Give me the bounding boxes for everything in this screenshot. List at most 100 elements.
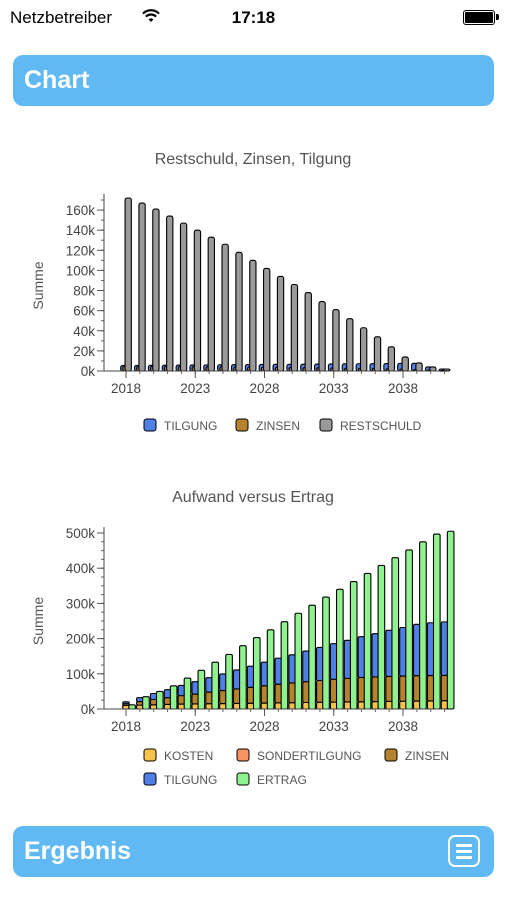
y-tick-label: 20k xyxy=(73,344,95,359)
bar-ertrag xyxy=(142,696,150,710)
bar-ertrag xyxy=(446,530,455,710)
bar-restschuld xyxy=(276,275,285,372)
bar-ertrag xyxy=(432,533,441,710)
x-tick-label: 2023 xyxy=(180,381,210,396)
x-tick-label: 2028 xyxy=(249,719,279,734)
x-tick-label: 2038 xyxy=(388,719,418,734)
bar-restschuld xyxy=(179,222,188,372)
legend-swatch xyxy=(319,418,333,432)
clock: 17:18 xyxy=(231,8,276,27)
chart-section-header[interactable]: Chart xyxy=(13,55,494,106)
legend-swatch xyxy=(236,748,250,762)
battery-tip xyxy=(496,14,499,20)
bar-restschuld xyxy=(263,267,271,372)
bar-restschuld xyxy=(304,291,312,372)
y-tick-label: 100k xyxy=(66,667,96,682)
bar-restschuld xyxy=(124,197,132,372)
battery-icon xyxy=(463,10,495,25)
y-tick-label: 60k xyxy=(73,304,95,319)
bar-ertrag xyxy=(252,636,261,710)
bar-ertrag xyxy=(280,621,289,710)
bar-restschuld xyxy=(221,243,229,372)
legend-swatch xyxy=(143,772,157,786)
bar-ertrag xyxy=(211,661,220,710)
result-section-header[interactable]: Ergebnis xyxy=(13,826,494,877)
bar-restschuld xyxy=(387,346,396,372)
y-axis-label: Summe xyxy=(30,597,46,645)
bar-restschuld xyxy=(235,251,243,372)
legend-label: ZINSEN xyxy=(256,419,300,433)
restschuld-chart: Restschuld, Zinsen, Tilgung Summe 0k 20k 40k… xyxy=(30,151,451,433)
y-tick-label: 80k xyxy=(73,284,95,299)
legend-swatch xyxy=(236,772,250,786)
x-tick-label: 2018 xyxy=(111,381,141,396)
bar-restschuld xyxy=(207,236,215,372)
bar-ertrag xyxy=(128,704,136,710)
legend-swatch xyxy=(384,748,398,762)
bar-ertrag xyxy=(322,596,330,710)
bar-restschuld xyxy=(443,368,451,372)
bar-restschuld xyxy=(249,259,257,372)
bar-ertrag xyxy=(183,677,192,710)
bar-ertrag xyxy=(335,588,344,710)
legend-label: TILGUNG xyxy=(164,773,217,787)
bar-ertrag xyxy=(225,653,233,710)
list-menu-button[interactable] xyxy=(448,835,480,867)
bar-ertrag xyxy=(197,669,206,710)
bar-tilgung xyxy=(122,701,130,705)
y-tick-label: 0k xyxy=(81,364,96,379)
x-tick-label: 2038 xyxy=(388,381,418,396)
bar-restschuld xyxy=(429,366,437,372)
y-tick-label: 160k xyxy=(66,203,96,218)
bar-ertrag xyxy=(155,690,164,710)
bar-restschuld xyxy=(290,283,299,372)
bar-ertrag xyxy=(391,557,400,710)
y-tick-label: 200k xyxy=(66,632,96,647)
y-tick-label: 400k xyxy=(66,561,96,576)
x-tick-label: 2033 xyxy=(319,381,349,396)
y-tick-label: 120k xyxy=(66,243,96,258)
legend-swatch xyxy=(143,748,157,762)
legend-label: SONDERTILGUNG xyxy=(257,749,361,763)
y-tick-label: 300k xyxy=(66,596,96,611)
bar-restschuld xyxy=(138,202,146,372)
bar-ertrag xyxy=(308,604,317,710)
legend-swatch xyxy=(143,418,157,432)
chart-section-title: Chart xyxy=(24,66,90,94)
bar-ertrag xyxy=(294,612,303,710)
result-section-title: Ergebnis xyxy=(24,837,131,865)
legend-label: ERTRAG xyxy=(257,773,307,787)
x-tick-label: 2033 xyxy=(319,719,349,734)
bar-restschuld xyxy=(193,229,202,372)
legend-label: ZINSEN xyxy=(405,749,449,763)
bar-restschuld xyxy=(318,301,326,372)
bar-ertrag xyxy=(363,572,372,710)
legend-swatch xyxy=(235,418,249,432)
bar-restschuld xyxy=(359,327,368,372)
y-tick-label: 500k xyxy=(66,526,96,541)
bar-restschuld xyxy=(415,362,423,372)
bar-ertrag xyxy=(169,685,178,710)
bar-restschuld xyxy=(332,309,340,372)
x-tick-label: 2023 xyxy=(180,719,210,734)
aufwand-ertrag-chart: Aufwand versus Ertrag Summe 0k 100k 200k 300k… xyxy=(30,489,455,787)
bar-ertrag xyxy=(419,541,427,710)
y-tick-label: 0k xyxy=(81,702,96,717)
status-bar: Netzbetreiber 17:18 xyxy=(0,0,507,36)
bar-ertrag xyxy=(349,581,358,710)
legend-label: RESTSCHULD xyxy=(340,419,422,433)
bar-restschuld xyxy=(373,336,382,372)
chart-title: Aufwand versus Ertrag xyxy=(172,489,334,506)
y-tick-label: 140k xyxy=(66,223,96,238)
x-tick-label: 2028 xyxy=(249,381,279,396)
y-tick-label: 100k xyxy=(66,263,96,278)
bar-ertrag xyxy=(266,629,275,710)
bar-ertrag xyxy=(239,645,247,710)
legend-label: TILGUNG xyxy=(164,419,217,433)
bar-restschuld xyxy=(166,215,174,372)
bar-restschuld xyxy=(152,208,160,372)
bar-ertrag xyxy=(405,549,413,710)
x-tick-label: 2018 xyxy=(111,719,141,734)
carrier-label: Netzbetreiber xyxy=(10,8,113,27)
y-axis-label: Summe xyxy=(30,261,46,309)
